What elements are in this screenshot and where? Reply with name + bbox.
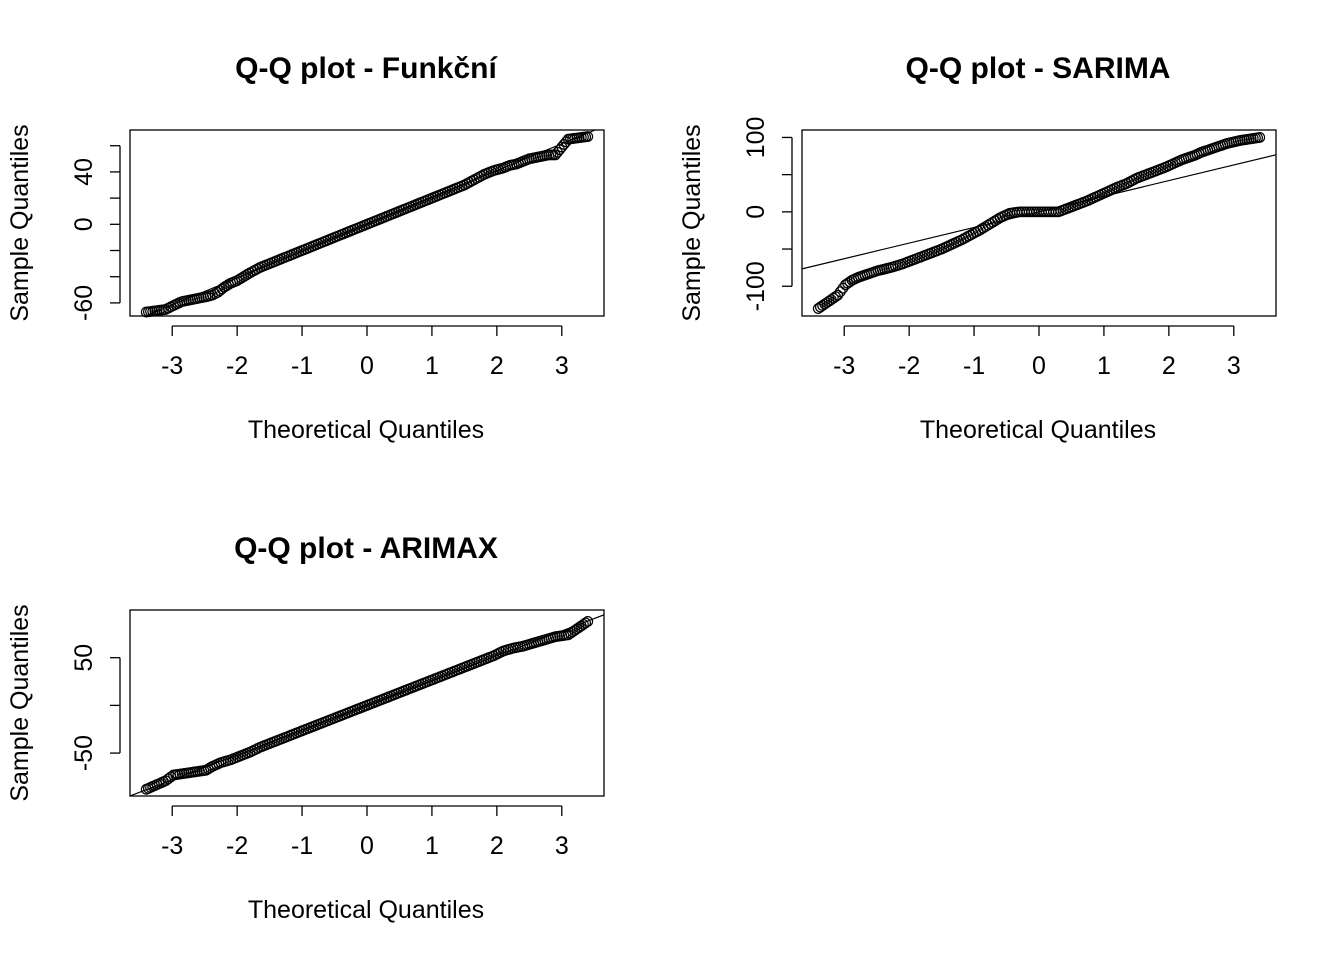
y-tick-label: 100 bbox=[742, 117, 770, 159]
y-tick-label: 40 bbox=[70, 158, 98, 186]
x-tick-label: 2 bbox=[490, 832, 504, 860]
y-axis-label: Sample Quantiles bbox=[6, 124, 34, 321]
data-point bbox=[832, 289, 844, 301]
x-tick-label: 2 bbox=[490, 352, 504, 380]
x-tick-label: -1 bbox=[291, 832, 313, 860]
plot-frame bbox=[129, 609, 605, 797]
x-tick-label: 1 bbox=[425, 352, 439, 380]
x-tick-label: -3 bbox=[161, 352, 183, 380]
x-axis-label: Theoretical Quantiles bbox=[248, 896, 484, 924]
x-tick-label: -3 bbox=[161, 832, 183, 860]
chart-title: Q-Q plot - Funkční bbox=[235, 52, 498, 85]
x-tick-label: 2 bbox=[1162, 352, 1176, 380]
qq-panel-arimax: Q-Q plot - ARIMAX Theoretical Quantiles … bbox=[6, 532, 605, 924]
x-tick-label: -2 bbox=[898, 352, 920, 380]
qq-panel-funkcni: Q-Q plot - Funkční Theoretical Quantiles… bbox=[6, 52, 605, 444]
x-tick-label: 1 bbox=[425, 832, 439, 860]
x-tick-label: -2 bbox=[226, 832, 248, 860]
data-point bbox=[582, 616, 594, 627]
plot-frame bbox=[129, 129, 605, 317]
x-tick-label: 0 bbox=[1032, 352, 1046, 380]
chart-title: Q-Q plot - SARIMA bbox=[906, 52, 1171, 85]
x-tick-label: 0 bbox=[360, 832, 374, 860]
y-tick-label: 50 bbox=[70, 644, 98, 672]
plot-frame bbox=[801, 129, 1277, 317]
data-point bbox=[834, 286, 846, 298]
qq-panel-sarima: Q-Q plot - SARIMA Theoretical Quantiles … bbox=[678, 52, 1277, 444]
chart-marks: -3 -2 -1 0 1 2 3 -100 0 100 bbox=[742, 117, 1277, 380]
data-point bbox=[582, 131, 594, 142]
x-axis-label: Theoretical Quantiles bbox=[248, 416, 484, 444]
chart-marks: -3 -2 -1 0 1 2 3 -60 0 40 bbox=[70, 129, 596, 380]
chart-marks: -3 -2 -1 0 1 2 3 -50 50 bbox=[70, 614, 605, 860]
x-axis-label: Theoretical Quantiles bbox=[920, 416, 1156, 444]
chart-title: Q-Q plot - ARIMAX bbox=[234, 532, 498, 565]
x-tick-label: 3 bbox=[555, 832, 569, 860]
y-tick-label: 0 bbox=[70, 217, 98, 231]
x-tick-label: -2 bbox=[226, 352, 248, 380]
y-axis-label: Sample Quantiles bbox=[6, 604, 34, 801]
y-axis-label: Sample Quantiles bbox=[678, 124, 706, 321]
data-point bbox=[1254, 132, 1266, 143]
x-tick-label: 1 bbox=[1097, 352, 1111, 380]
x-tick-label: -1 bbox=[291, 352, 313, 380]
y-tick-label: 0 bbox=[742, 205, 770, 219]
x-tick-label: 3 bbox=[555, 352, 569, 380]
y-tick-label: -100 bbox=[742, 261, 770, 311]
y-tick-label: -50 bbox=[70, 735, 98, 771]
y-tick-label: -60 bbox=[70, 285, 98, 321]
x-tick-label: -1 bbox=[963, 352, 985, 380]
data-point bbox=[580, 617, 592, 629]
x-tick-label: 3 bbox=[1227, 352, 1241, 380]
x-tick-label: -3 bbox=[833, 352, 855, 380]
x-tick-label: 0 bbox=[360, 352, 374, 380]
